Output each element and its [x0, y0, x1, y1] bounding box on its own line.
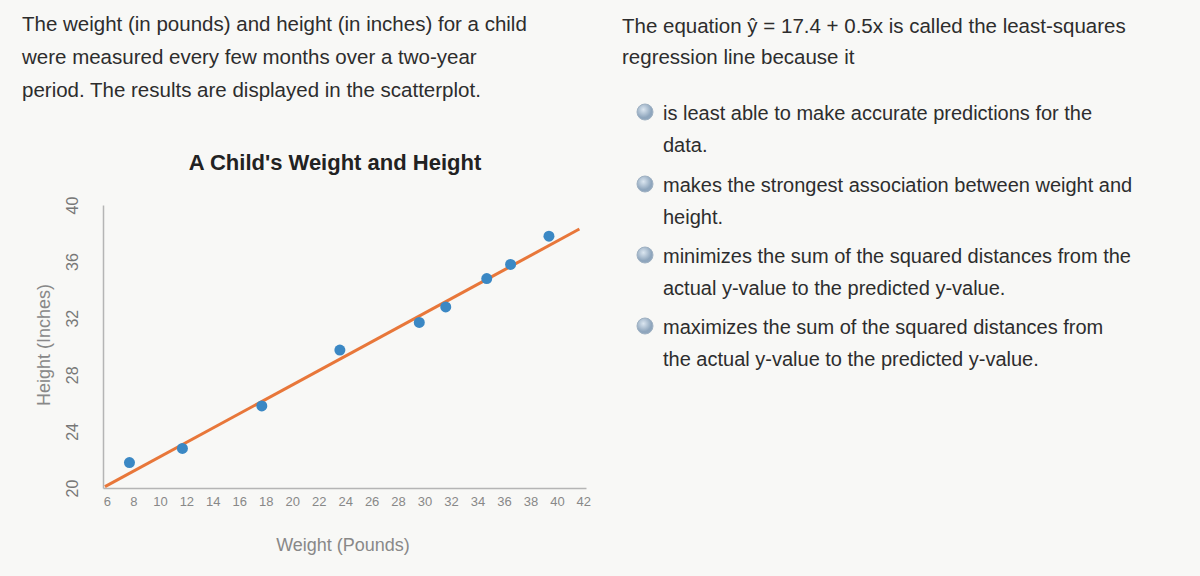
- data-point: [256, 400, 267, 411]
- x-tick: 22: [312, 488, 326, 509]
- data-point: [505, 259, 516, 270]
- x-tick: 38: [524, 488, 538, 509]
- prompt-text: The equation ŷ = 17.4 + 0.5x is called t…: [622, 14, 1126, 37]
- y-tick: 32: [64, 310, 103, 328]
- x-tick: 20: [285, 488, 299, 509]
- y-axis-title: Height (Inches): [34, 284, 54, 406]
- page: The weight (in pounds) and height (in in…: [0, 0, 1200, 576]
- option-text: minimizes the sum of the squared distanc…: [663, 245, 1131, 267]
- data-point: [440, 301, 451, 312]
- x-tick: 8: [130, 488, 137, 509]
- x-axis: 6 8 10 12 14 16 18 20 22 24 26 28 30 32 34 36 38 40 42: [104, 488, 592, 509]
- y-axis-line: [103, 206, 105, 489]
- x-tick-label: 26: [365, 494, 379, 509]
- x-tick-label: 18: [259, 494, 273, 509]
- x-tick: 6: [104, 488, 111, 509]
- chart-title: A Child's Weight and Height: [189, 150, 482, 175]
- x-tick-label: 20: [285, 494, 299, 509]
- x-tick-label: 30: [418, 494, 432, 509]
- radio-button[interactable]: [637, 318, 653, 334]
- x-tick: 42: [577, 488, 591, 509]
- x-tick-label: 28: [391, 494, 405, 509]
- x-tick-label: 38: [524, 494, 538, 509]
- x-tick: 40: [550, 488, 564, 509]
- question-text: were measured every few months over a tw…: [21, 45, 477, 68]
- x-tick: 10: [153, 488, 167, 509]
- y-tick-label: 32: [64, 310, 81, 328]
- y-axis: 20 24 28 32 36 40: [64, 197, 104, 498]
- y-tick: 40: [64, 197, 103, 215]
- option-text: height.: [663, 206, 723, 228]
- question-text: period. The results are displayed in the…: [22, 78, 481, 101]
- x-tick-label: 32: [444, 494, 458, 509]
- option-text: is least able to make accurate predictio…: [663, 102, 1092, 124]
- plot-area: [105, 229, 579, 487]
- x-tick: 32: [444, 488, 458, 509]
- radio-button[interactable]: [637, 176, 653, 192]
- data-point: [414, 317, 425, 328]
- y-tick-label: 36: [64, 253, 81, 271]
- y-tick-label: 20: [64, 480, 81, 498]
- x-tick-label: 24: [338, 494, 352, 509]
- x-tick: 34: [471, 488, 485, 509]
- option-text: makes the strongest association between …: [663, 174, 1132, 196]
- x-tick: 18: [259, 488, 273, 509]
- data-point: [177, 443, 188, 454]
- x-axis-line: [104, 488, 587, 490]
- x-tick: 36: [497, 488, 511, 509]
- y-tick: 20: [64, 480, 103, 498]
- regression-line: [105, 229, 579, 487]
- x-tick: 16: [233, 488, 247, 509]
- x-tick-label: 16: [233, 494, 247, 509]
- x-tick-label: 22: [312, 494, 326, 509]
- y-tick-label: 40: [64, 197, 81, 215]
- x-tick-label: 40: [550, 494, 564, 509]
- x-tick-label: 34: [471, 494, 485, 509]
- prompt-text: regression line because it: [622, 45, 855, 68]
- x-tick-label: 12: [180, 494, 194, 509]
- x-tick: 24: [338, 488, 352, 509]
- question-text: The weight (in pounds) and height (in in…: [22, 12, 527, 35]
- x-tick-label: 8: [130, 494, 137, 509]
- radio-button[interactable]: [637, 247, 653, 263]
- x-tick: 28: [391, 488, 405, 509]
- data-point: [124, 457, 135, 468]
- x-tick: 14: [206, 488, 220, 509]
- data-point: [543, 231, 554, 242]
- data-point: [334, 345, 345, 356]
- x-tick-label: 42: [577, 494, 591, 509]
- radio-button[interactable]: [637, 104, 653, 120]
- x-tick: 12: [180, 488, 194, 509]
- y-tick: 36: [64, 253, 103, 271]
- x-tick: 30: [418, 488, 432, 509]
- data-point: [481, 273, 492, 284]
- option-text: actual y-value to the predicted y-value.: [663, 277, 1005, 299]
- x-tick-label: 14: [206, 494, 220, 509]
- x-tick: 26: [365, 488, 379, 509]
- option-text: maximizes the sum of the squared distanc…: [663, 316, 1103, 338]
- option-text: the actual y-value to the predicted y-va…: [663, 348, 1039, 370]
- x-tick-label: 6: [104, 494, 111, 509]
- y-tick-label: 28: [64, 366, 81, 384]
- x-axis-title: Weight (Pounds): [276, 535, 410, 555]
- x-tick-label: 36: [497, 494, 511, 509]
- option-text: data.: [663, 134, 707, 156]
- y-tick-label: 24: [64, 423, 81, 441]
- y-tick: 24: [64, 423, 103, 441]
- x-tick-label: 10: [153, 494, 167, 509]
- y-tick: 28: [64, 366, 103, 384]
